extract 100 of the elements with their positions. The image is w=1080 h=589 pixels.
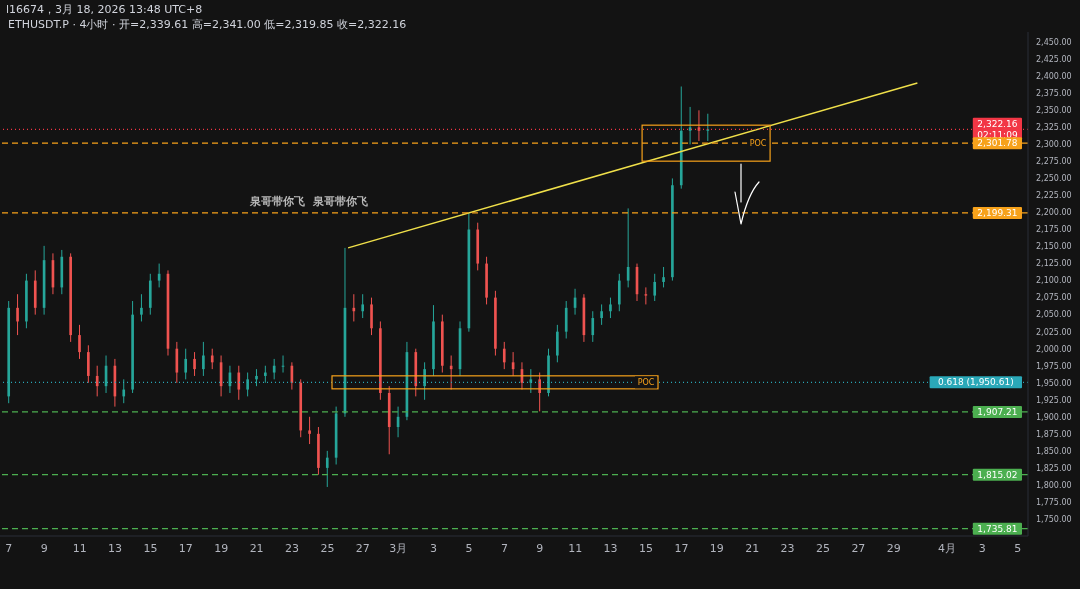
candlestick [210, 348, 214, 370]
x-tick-label: 15 [143, 541, 158, 555]
ref-line-label: 1,815.02 [977, 469, 1018, 480]
candlestick [653, 273, 657, 302]
x-tick-label: 3月 [389, 541, 408, 555]
candlestick [352, 293, 356, 322]
y-tick-label: 1,800.00 [1036, 480, 1072, 490]
ref-line-label: 2,322.16 02:11:09 [977, 118, 1018, 140]
candlestick [502, 341, 506, 370]
candlestick [184, 348, 188, 380]
candlestick [87, 344, 90, 384]
candlestick [325, 450, 329, 488]
ref-line-label: 2,301.78 [977, 138, 1018, 149]
annotation: 泉哥带你飞 泉哥带你飞 [250, 194, 368, 209]
candlestick [706, 113, 710, 142]
y-tick-label: 2,100.00 [1036, 276, 1072, 286]
candlestick [423, 361, 426, 401]
candlestick [16, 293, 19, 336]
x-tick-label: 27 [355, 541, 370, 555]
x-tick-label: 5 [1014, 541, 1022, 555]
y-tick-label: 2,125.00 [1036, 259, 1072, 269]
ref-line-label: 1,907.21 [977, 406, 1018, 417]
y-tick-label: 2,175.00 [1036, 225, 1072, 235]
y-tick-label: 2,450.00 [1036, 38, 1072, 48]
candlestick [529, 368, 533, 394]
y-tick-label: 1,850.00 [1036, 446, 1072, 456]
y-tick-label: 1,750.00 [1036, 514, 1072, 524]
y-tick-label: 2,150.00 [1036, 242, 1072, 252]
x-tick-label: 11 [568, 541, 583, 555]
candlestick [202, 341, 205, 377]
x-tick-label: 15 [639, 541, 653, 555]
x-tick-label: 19 [214, 541, 229, 555]
y-tick-label: 1,975.00 [1036, 361, 1072, 371]
candlestick [617, 273, 621, 312]
candlestick [556, 324, 559, 363]
y-tick-label: 2,350.00 [1036, 106, 1072, 116]
x-tick-label: 25 [320, 541, 335, 555]
candlestick [78, 324, 81, 360]
y-tick-label: 2,375.00 [1036, 89, 1072, 99]
annotation: POC [637, 378, 655, 388]
candlestick [237, 365, 241, 401]
x-tick-label: 29 [886, 541, 901, 555]
y-tick-label: 2,200.00 [1036, 208, 1072, 218]
y-tick-label: 2,275.00 [1036, 157, 1072, 167]
x-tick-label: 21 [249, 541, 264, 555]
candlestick [591, 310, 595, 343]
candlestick [538, 372, 541, 412]
y-tick-label: 2,250.00 [1036, 174, 1072, 184]
y-tick-label: 1,950.00 [1036, 378, 1072, 388]
candlestick [609, 297, 612, 319]
x-tick-label: 3 [430, 541, 438, 555]
ref-line-label: 0.618 (1,950.61) [937, 377, 1014, 388]
candlestick [564, 300, 568, 339]
y-tick-label: 2,075.00 [1036, 293, 1072, 303]
candlestick [193, 351, 196, 377]
y-tick-label: 2,400.00 [1036, 72, 1072, 82]
x-tick-label: 17 [178, 541, 193, 555]
x-tick-label: 19 [709, 541, 724, 555]
x-tick-label: 23 [285, 541, 300, 555]
y-tick-label: 1,900.00 [1036, 412, 1072, 422]
candlestick [644, 286, 648, 305]
candlestick [95, 365, 99, 397]
x-tick-label: 3 [978, 541, 986, 555]
candlestick [140, 293, 143, 322]
x-tick-label: 9 [40, 541, 48, 555]
x-tick-label: 23 [780, 541, 795, 555]
x-tick-label: 7 [5, 541, 13, 555]
ref-line-label: 2,199.31 [977, 207, 1018, 218]
x-tick-label: 21 [745, 541, 760, 555]
candlestick [361, 293, 364, 319]
y-tick-label: 2,025.00 [1036, 327, 1072, 337]
y-tick-label: 1,825.00 [1036, 463, 1072, 473]
x-tick-label: 4月 [937, 541, 956, 555]
candlestick [370, 297, 373, 336]
x-tick-label: 25 [815, 541, 830, 555]
y-tick-label: 2,300.00 [1036, 140, 1072, 150]
y-tick-label: 2,050.00 [1036, 310, 1072, 320]
y-tick-label: 2,425.00 [1036, 55, 1072, 65]
chart-subtitle: ETHUSDT.P · 4小时 · 开=2,339.61 高=2,341.00 低=2,319.85 收=2,322.16 [8, 17, 407, 32]
chart-title: l16674，3月 18, 2026 13:48 UTC+8 [6, 2, 203, 17]
candlestick [272, 358, 276, 380]
x-tick-label: 17 [674, 541, 689, 555]
x-tick-label: 27 [851, 541, 866, 555]
x-tick-label: 13 [603, 541, 618, 555]
candlestick [122, 378, 126, 404]
x-tick-label: 7 [500, 541, 508, 555]
y-tick-label: 2,225.00 [1036, 191, 1072, 201]
x-tick-label: 13 [108, 541, 123, 555]
y-tick-label: 1,775.00 [1036, 497, 1072, 507]
candlestick [600, 303, 603, 326]
candlestick [246, 372, 249, 397]
candlestick [308, 416, 311, 445]
ref-line-label: 1,735.81 [977, 523, 1018, 534]
y-tick-label: 1,925.00 [1036, 395, 1072, 405]
y-tick-label: 1,875.00 [1036, 429, 1072, 439]
candlestick [662, 266, 665, 288]
x-tick-label: 9 [536, 541, 544, 555]
annotation: POC [749, 139, 767, 149]
x-tick-label: 5 [465, 541, 473, 555]
x-tick-label: 11 [72, 541, 87, 555]
